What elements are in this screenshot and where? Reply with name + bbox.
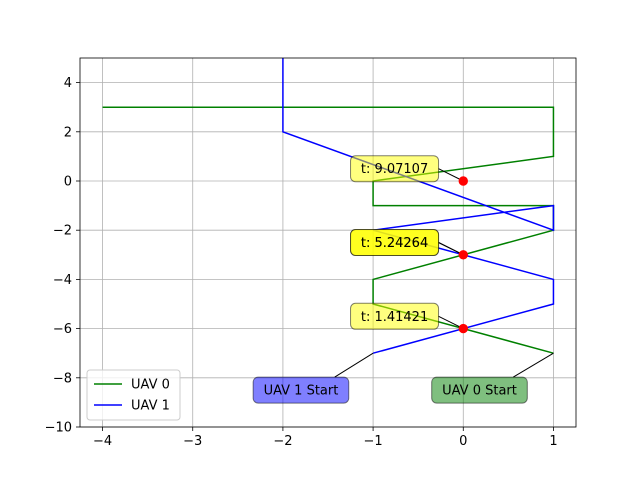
y-tick-label: −10: [45, 421, 72, 436]
annotation: t: 1.41421: [350, 302, 440, 330]
collision-points: [458, 176, 468, 334]
series-layer: [102, 58, 555, 354]
series-line-uav-0: [102, 106, 555, 354]
annotation-box: [350, 229, 440, 256]
legend-box: [86, 369, 181, 421]
collision-point: [458, 323, 468, 334]
annotation-box: [350, 155, 440, 183]
legend-label-uav-1: UAV 1: [131, 399, 170, 414]
annotation: UAV 0 Start: [431, 376, 528, 404]
annotation-box: [431, 376, 528, 404]
legend-label-uav-0: UAV 0: [131, 378, 170, 393]
annotation: t: 5.24264: [350, 229, 440, 256]
collision-point: [458, 176, 468, 186]
annotation-box: [252, 376, 350, 404]
annotation-label: UAV 0 Start: [442, 384, 517, 399]
x-tick-label: 0: [459, 434, 467, 449]
x-tick-label: −4: [93, 434, 112, 449]
annotation-label: t: 1.41421: [361, 310, 428, 325]
annotation-connector: [513, 352, 554, 378]
y-tick-label: −4: [53, 273, 72, 288]
x-tick-label: −2: [273, 434, 292, 449]
y-tick-label: −2: [53, 224, 72, 239]
series-line-uav-1: [282, 58, 555, 354]
annotation-label: t: 9.07107: [361, 162, 428, 177]
annotation: t: 9.07107: [350, 155, 440, 183]
axes-frame: [79, 57, 577, 428]
y-tick-label: 2: [64, 125, 72, 140]
collision-point: [458, 250, 468, 260]
y-tick-label: −8: [53, 371, 72, 386]
x-tick-label: −3: [183, 434, 202, 449]
annotation-connector: [334, 352, 374, 378]
annotation-box: [350, 302, 440, 330]
annotation-label: t: 5.24264: [361, 236, 428, 251]
plot-area: [80, 58, 576, 427]
y-tick-label: 0: [64, 175, 72, 190]
x-tick-label: 1: [549, 434, 557, 449]
x-tick-label: −1: [364, 434, 383, 449]
legend: UAV 0 UAV 1: [86, 369, 181, 421]
y-tick-label: 4: [64, 76, 72, 91]
annotation-label: UAV 1 Start: [264, 384, 339, 399]
y-tick-label: −6: [53, 322, 72, 337]
annotation: UAV 1 Start: [252, 376, 350, 404]
